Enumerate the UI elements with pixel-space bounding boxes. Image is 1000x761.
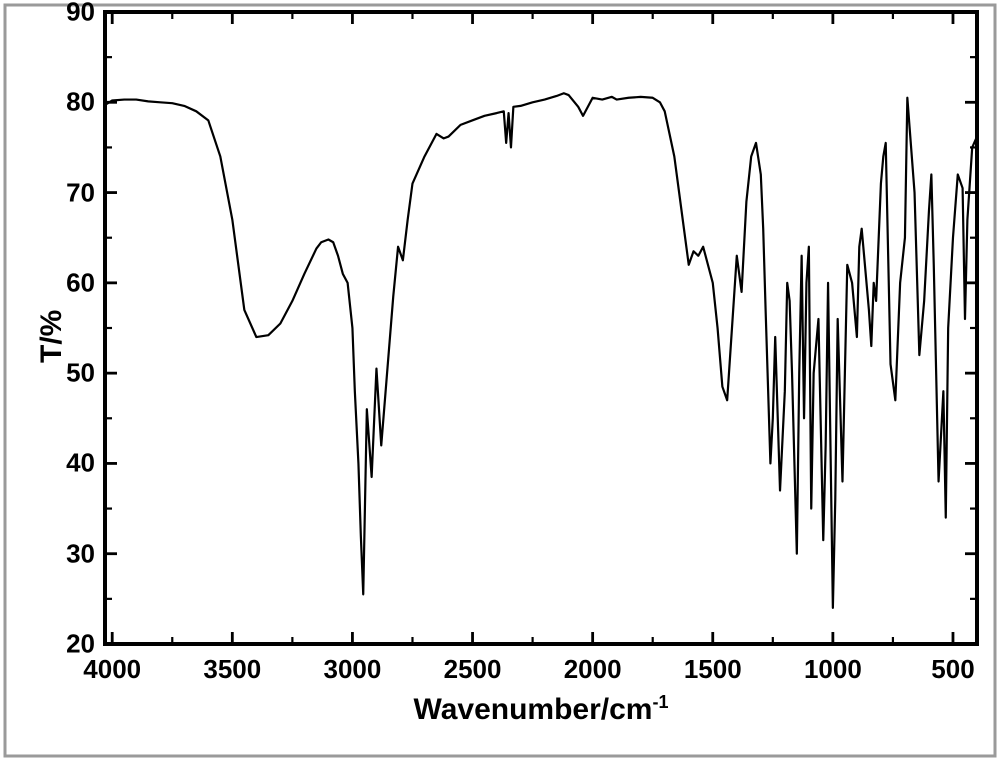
x-axis-label: Wavenumber/cm-1 — [414, 692, 669, 727]
y-tick-label: 20 — [66, 629, 95, 660]
x-axis-label-text: Wavenumber/cm — [414, 693, 653, 726]
x-tick-label: 500 — [931, 654, 974, 685]
y-tick-label: 60 — [66, 267, 95, 298]
y-tick-label: 70 — [66, 177, 95, 208]
figure: T/% Wavenumber/cm-1 40003500300025002000… — [0, 0, 1000, 761]
x-tick-label: 2500 — [444, 654, 502, 685]
x-axis-label-super: -1 — [652, 692, 668, 712]
x-tick-label: 3000 — [324, 654, 382, 685]
x-tick-label: 3500 — [203, 654, 261, 685]
x-tick-label: 1500 — [684, 654, 742, 685]
x-tick-label: 2000 — [564, 654, 622, 685]
y-tick-label: 80 — [66, 87, 95, 118]
x-tick-label: 1000 — [804, 654, 862, 685]
y-tick-label: 90 — [66, 0, 95, 28]
y-tick-label: 50 — [66, 358, 95, 389]
y-tick-label: 30 — [66, 538, 95, 569]
chart-svg — [0, 0, 1000, 761]
y-axis-label: T/% — [35, 310, 69, 363]
y-tick-label: 40 — [66, 448, 95, 479]
